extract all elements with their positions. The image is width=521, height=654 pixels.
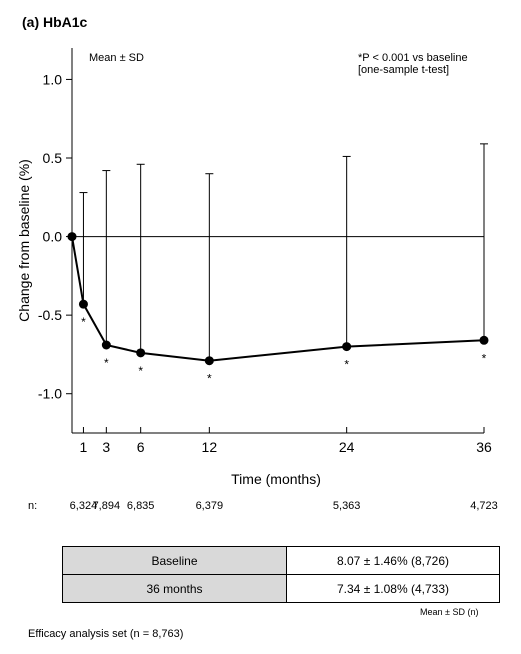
table-row-label: Baseline bbox=[62, 546, 287, 575]
significance-marker: * bbox=[207, 372, 212, 386]
data-point bbox=[479, 335, 489, 345]
table-row: 36 months 7.34 ± 1.08% (4,733) bbox=[62, 574, 500, 603]
data-point bbox=[136, 348, 146, 358]
y-tick-label: 1.0 bbox=[43, 71, 63, 87]
data-point bbox=[78, 299, 88, 309]
significance-marker: * bbox=[104, 356, 109, 370]
x-tick-label: 12 bbox=[202, 439, 218, 455]
y-tick-label: -1.0 bbox=[38, 386, 62, 402]
data-point bbox=[204, 356, 214, 366]
significance-marker: * bbox=[81, 315, 86, 329]
x-tick-label: 24 bbox=[339, 439, 355, 455]
table-row-value: 7.34 ± 1.08% (4,733) bbox=[286, 574, 500, 603]
sample-size-value: 7,894 bbox=[92, 500, 121, 512]
sample-size-value: 6,835 bbox=[126, 500, 155, 512]
table-footnote: Mean ± SD (n) bbox=[420, 607, 479, 617]
sample-size-row: n: 6,324 7,894 6,835 6,379 5,363 4,723 bbox=[0, 500, 521, 516]
sample-size-value: 6,324 bbox=[69, 500, 98, 512]
figure-title: (a) HbA1c bbox=[22, 14, 88, 30]
data-point bbox=[67, 232, 77, 242]
significance-marker: * bbox=[482, 351, 487, 365]
y-tick-label: 0.5 bbox=[43, 150, 63, 166]
sample-size-value: 4,723 bbox=[470, 500, 498, 512]
table-row-label: 36 months bbox=[62, 574, 287, 603]
x-tick-label: 6 bbox=[137, 439, 145, 455]
significance-marker: * bbox=[344, 358, 349, 372]
significance-annotation: [one-sample t-test] bbox=[358, 64, 449, 76]
significance-annotation: *P < 0.001 vs baseline bbox=[358, 52, 468, 64]
x-axis-title: Time (months) bbox=[231, 471, 321, 487]
x-tick-label: 1 bbox=[80, 439, 88, 455]
data-point bbox=[342, 342, 352, 352]
series-line bbox=[71, 236, 485, 362]
sample-size-label: n: bbox=[28, 500, 38, 512]
x-tick-label: 36 bbox=[476, 439, 492, 455]
significance-marker: * bbox=[138, 364, 143, 378]
summary-table: Baseline 8.07 ± 1.46% (8,726) 36 months … bbox=[62, 546, 500, 603]
table-row-value: 8.07 ± 1.46% (8,726) bbox=[286, 546, 500, 575]
sample-size-value: 5,363 bbox=[332, 500, 361, 512]
y-tick-label: -0.5 bbox=[38, 307, 62, 323]
sample-size-value: 6,379 bbox=[195, 500, 224, 512]
data-point bbox=[101, 340, 111, 350]
x-tick-label: 3 bbox=[102, 439, 110, 455]
y-axis-title: Change from baseline (%) bbox=[16, 159, 32, 322]
table-row: Baseline 8.07 ± 1.46% (8,726) bbox=[62, 546, 500, 575]
legend-mean-sd: Mean ± SD bbox=[89, 52, 144, 64]
y-tick-label: 0.0 bbox=[43, 229, 63, 245]
analysis-set-note: Efficacy analysis set (n = 8,763) bbox=[28, 628, 184, 640]
